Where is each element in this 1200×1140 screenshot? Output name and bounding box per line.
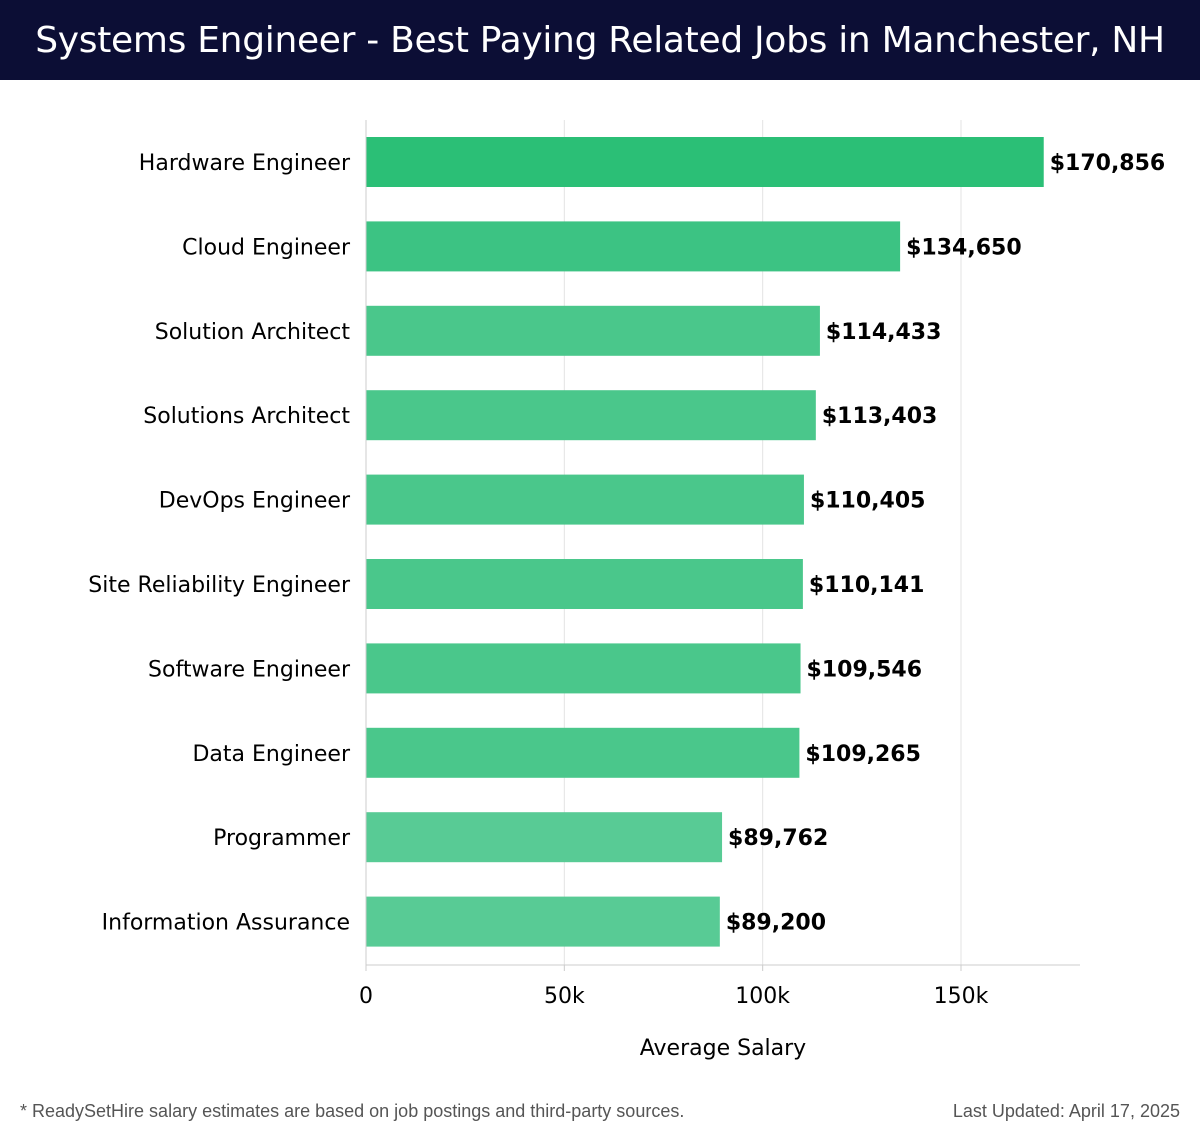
category-label: Solutions Architect [143, 404, 350, 429]
last-updated: Last Updated: April 17, 2025 [952, 1101, 1180, 1121]
bar [366, 643, 801, 694]
value-label: $89,762 [728, 826, 828, 851]
category-label: Data Engineer [192, 742, 350, 767]
category-label: Programmer [213, 826, 351, 851]
bar [366, 727, 800, 778]
value-label: $110,141 [809, 573, 925, 598]
bar [366, 390, 816, 441]
value-label: $113,403 [822, 404, 938, 429]
footnote: * ReadySetHire salary estimates are base… [20, 1101, 685, 1121]
x-tick-label: 0 [359, 984, 373, 1009]
value-label: $114,433 [826, 320, 942, 345]
bar [366, 812, 723, 863]
category-label: Cloud Engineer [182, 235, 351, 260]
category-label: Site Reliability Engineer [88, 573, 351, 598]
value-label: $109,546 [807, 657, 923, 682]
x-tick-label: 100k [735, 984, 790, 1009]
title-bar: Systems Engineer - Best Paying Related J… [0, 0, 1200, 80]
value-label: $109,265 [805, 742, 921, 767]
x-tick-label: 150k [934, 984, 989, 1009]
value-label: $110,405 [810, 489, 926, 514]
x-axis-title: Average Salary [640, 1036, 806, 1061]
category-label: Software Engineer [148, 657, 351, 682]
bar [366, 305, 820, 356]
category-label: DevOps Engineer [159, 489, 351, 514]
category-label: Solution Architect [155, 320, 351, 345]
bar-chart: Hardware Engineer $170,856 Cloud Engineer $… [88, 120, 1166, 1061]
bar [366, 221, 901, 272]
value-label: $134,650 [906, 235, 1022, 260]
bar [366, 896, 720, 947]
chart-title: Systems Engineer - Best Paying Related J… [35, 19, 1165, 61]
category-label: Hardware Engineer [139, 151, 351, 176]
category-label: Information Assurance [102, 911, 350, 936]
bar [366, 559, 803, 609]
value-label: $170,856 [1050, 151, 1166, 176]
bar [366, 137, 1044, 187]
value-label: $89,200 [726, 911, 826, 936]
x-tick-label: 50k [544, 984, 585, 1009]
bar [366, 474, 804, 525]
